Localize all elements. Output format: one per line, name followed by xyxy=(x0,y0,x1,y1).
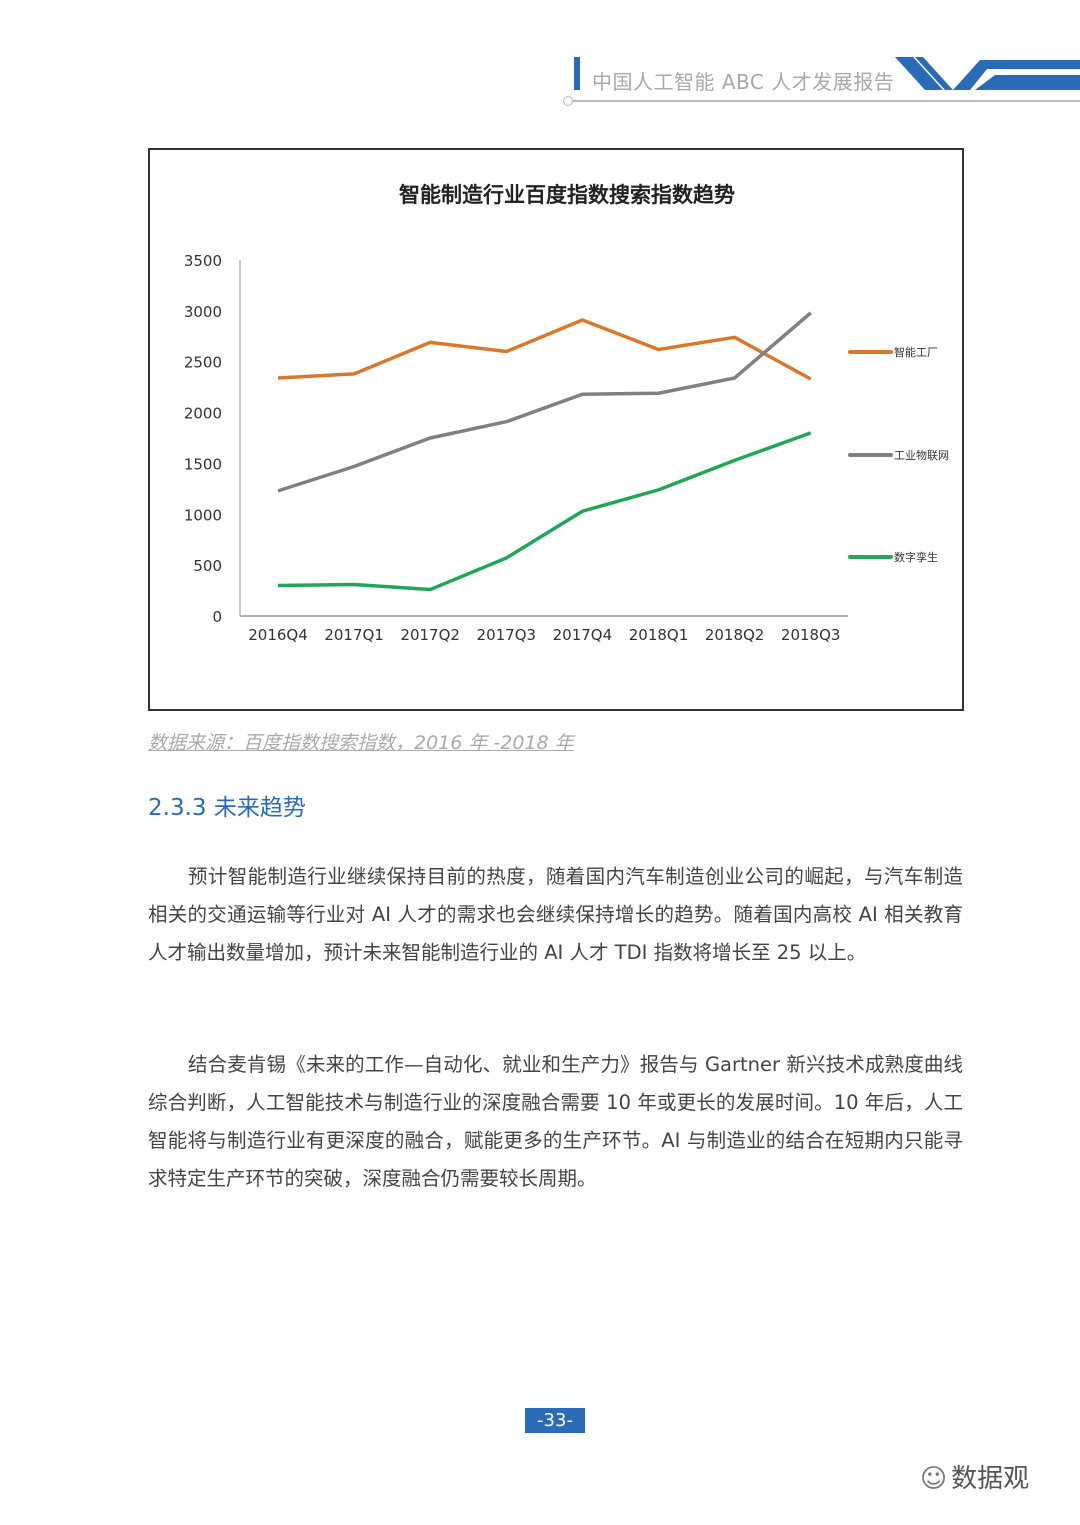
wechat-icon: ☺ xyxy=(920,1464,948,1494)
header-divider xyxy=(572,100,1080,102)
watermark: ☺ 数据观 xyxy=(920,1458,1029,1495)
x-tick-label: 2017Q1 xyxy=(324,626,384,644)
header-title: 中国人工智能 ABC 人才发展报告 xyxy=(592,70,895,94)
chart-title: 智能制造行业百度指数搜索指数趋势 xyxy=(399,183,735,207)
paragraph: 结合麦肯锡《未来的工作—自动化、就业和生产力》报告与 Gartner 新兴技术成… xyxy=(148,1053,963,1190)
series-line-2 xyxy=(277,311,812,493)
chart-source: 数据来源：百度指数搜索指数，2016 年 -2018 年 xyxy=(148,732,574,754)
chart-frame xyxy=(148,148,964,711)
y-tick-label: 1500 xyxy=(184,455,222,473)
page-number: -33- xyxy=(525,1408,585,1433)
x-tick-label: 2017Q2 xyxy=(400,626,460,644)
x-tick-label: 2018Q3 xyxy=(781,626,841,644)
line-chart: 智能制造行业百度指数搜索指数趋势 0 500 1000 1500 2000 2500 300… xyxy=(184,183,949,644)
legend-label: 智能工厂 xyxy=(894,345,938,359)
section-heading: 2.3.3 未来趋势 xyxy=(148,795,306,821)
x-tick-label: 2016Q4 xyxy=(248,626,308,644)
y-tick-label: 2000 xyxy=(184,405,222,423)
header-accent-bar xyxy=(574,57,580,90)
x-tick-label: 2018Q2 xyxy=(705,626,765,644)
x-tick-label: 2017Q4 xyxy=(553,626,613,644)
series-line-1 xyxy=(277,318,812,381)
y-tick-label: 1000 xyxy=(184,506,222,524)
legend-label: 工业物联网 xyxy=(894,448,949,462)
paragraph: 预计智能制造行业继续保持目前的热度，随着国内汽车制造创业公司的崛起，与汽车制造相… xyxy=(148,865,963,964)
y-tick-label: 0 xyxy=(212,608,222,626)
y-tick-label: 3000 xyxy=(184,303,222,321)
x-tick-label: 2018Q1 xyxy=(629,626,689,644)
legend-label: 数字孪生 xyxy=(894,550,938,564)
header-stripes-logo xyxy=(895,57,1080,90)
watermark-text: 数据观 xyxy=(951,1464,1030,1494)
header-dot xyxy=(563,96,573,106)
y-tick-label: 500 xyxy=(193,557,222,575)
y-tick-label: 2500 xyxy=(184,354,222,372)
series-line-3 xyxy=(277,431,812,592)
x-tick-label: 2017Q3 xyxy=(477,626,537,644)
y-tick-label: 3500 xyxy=(184,252,222,270)
